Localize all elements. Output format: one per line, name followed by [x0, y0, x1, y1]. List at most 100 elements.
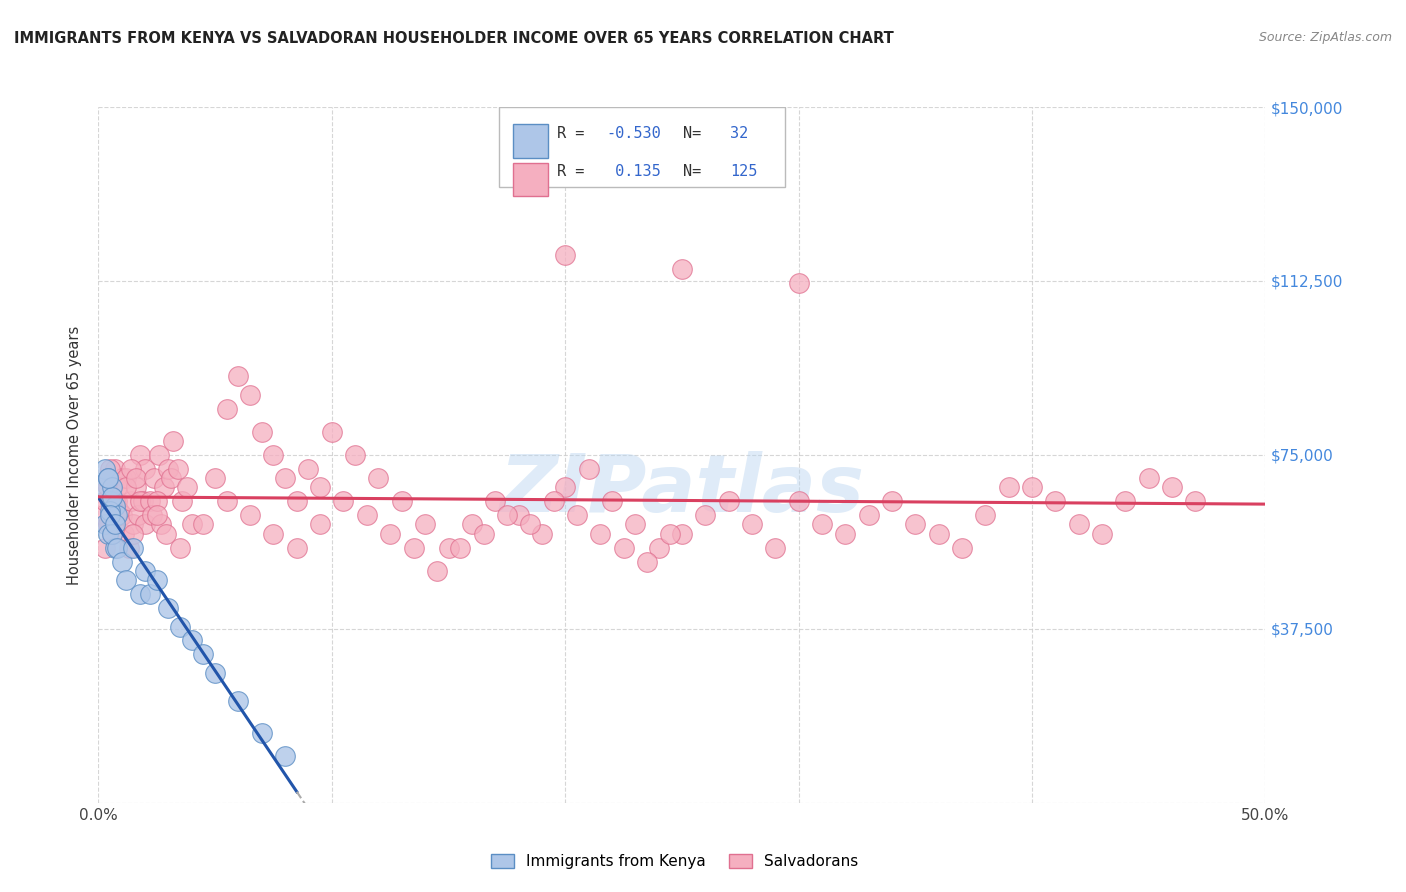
Point — [105, 508, 128, 523]
Point — [565, 508, 588, 523]
Point — [152, 480, 174, 494]
Text: R =: R = — [557, 164, 603, 179]
Point — [262, 526, 284, 541]
Point — [204, 471, 226, 485]
Point — [134, 462, 156, 476]
Point — [101, 490, 124, 504]
Point — [811, 517, 834, 532]
Point — [97, 517, 120, 532]
Text: 32: 32 — [730, 126, 748, 141]
Point — [834, 526, 856, 541]
Point — [297, 462, 319, 476]
Point — [104, 494, 127, 508]
Point — [104, 462, 127, 476]
Point — [94, 494, 117, 508]
Point — [717, 494, 740, 508]
Point — [741, 517, 763, 532]
Point — [1184, 494, 1206, 508]
Point — [1114, 494, 1136, 508]
Point — [129, 587, 152, 601]
Point — [129, 494, 152, 508]
Point — [484, 494, 506, 508]
Point — [97, 480, 120, 494]
Point — [155, 526, 177, 541]
Point — [321, 425, 343, 439]
Point — [134, 517, 156, 532]
Point — [162, 434, 184, 448]
Point — [134, 564, 156, 578]
Point — [115, 471, 138, 485]
Point — [204, 665, 226, 680]
Point — [115, 573, 138, 587]
Point — [472, 526, 495, 541]
Point — [215, 494, 238, 508]
Point — [228, 694, 250, 708]
Point — [274, 749, 297, 764]
Legend: Immigrants from Kenya, Salvadorans: Immigrants from Kenya, Salvadorans — [485, 848, 865, 875]
Text: IMMIGRANTS FROM KENYA VS SALVADORAN HOUSEHOLDER INCOME OVER 65 YEARS CORRELATION: IMMIGRANTS FROM KENYA VS SALVADORAN HOUS… — [14, 31, 894, 46]
Text: R =: R = — [557, 126, 593, 141]
Point — [508, 508, 530, 523]
Point — [104, 517, 127, 532]
Text: 125: 125 — [730, 164, 758, 179]
Point — [215, 401, 238, 416]
Point — [193, 517, 215, 532]
Point — [98, 508, 121, 523]
Point — [111, 508, 134, 523]
Point — [101, 480, 124, 494]
Point — [146, 573, 169, 587]
Point — [120, 494, 142, 508]
Text: ZIPatlas: ZIPatlas — [499, 450, 865, 529]
Point — [1161, 480, 1184, 494]
Point — [139, 494, 162, 508]
Point — [1067, 517, 1090, 532]
Point — [172, 494, 194, 508]
Point — [578, 462, 600, 476]
Point — [928, 526, 950, 541]
Point — [671, 262, 693, 277]
Point — [589, 526, 612, 541]
Point — [659, 526, 682, 541]
Y-axis label: Householder Income Over 65 years: Householder Income Over 65 years — [67, 326, 83, 584]
Point — [461, 517, 484, 532]
Point — [344, 448, 367, 462]
Point — [122, 517, 145, 532]
Point — [695, 508, 717, 523]
Point — [104, 499, 127, 513]
Bar — [513, 162, 548, 196]
Point — [787, 494, 810, 508]
Point — [176, 480, 198, 494]
Point — [111, 555, 134, 569]
Point — [671, 526, 693, 541]
Point — [157, 601, 180, 615]
Point — [763, 541, 786, 555]
Point — [97, 471, 120, 485]
Point — [105, 541, 128, 555]
Point — [239, 508, 262, 523]
Point — [519, 517, 541, 532]
Point — [554, 248, 576, 262]
Point — [356, 508, 378, 523]
Point — [402, 541, 425, 555]
Point — [413, 517, 436, 532]
Point — [1137, 471, 1160, 485]
Point — [239, 387, 262, 401]
Point — [98, 508, 121, 523]
Point — [97, 471, 120, 485]
Point — [94, 541, 117, 555]
Point — [125, 471, 148, 485]
Point — [111, 471, 134, 485]
Point — [98, 494, 121, 508]
Point — [98, 503, 121, 517]
Point — [250, 425, 273, 439]
Point — [169, 541, 191, 555]
Point — [997, 480, 1019, 494]
Point — [101, 526, 124, 541]
Point — [97, 471, 120, 485]
Point — [169, 619, 191, 633]
Point — [613, 541, 636, 555]
Point — [880, 494, 903, 508]
Point — [115, 480, 138, 494]
Point — [104, 517, 127, 532]
Point — [180, 517, 202, 532]
